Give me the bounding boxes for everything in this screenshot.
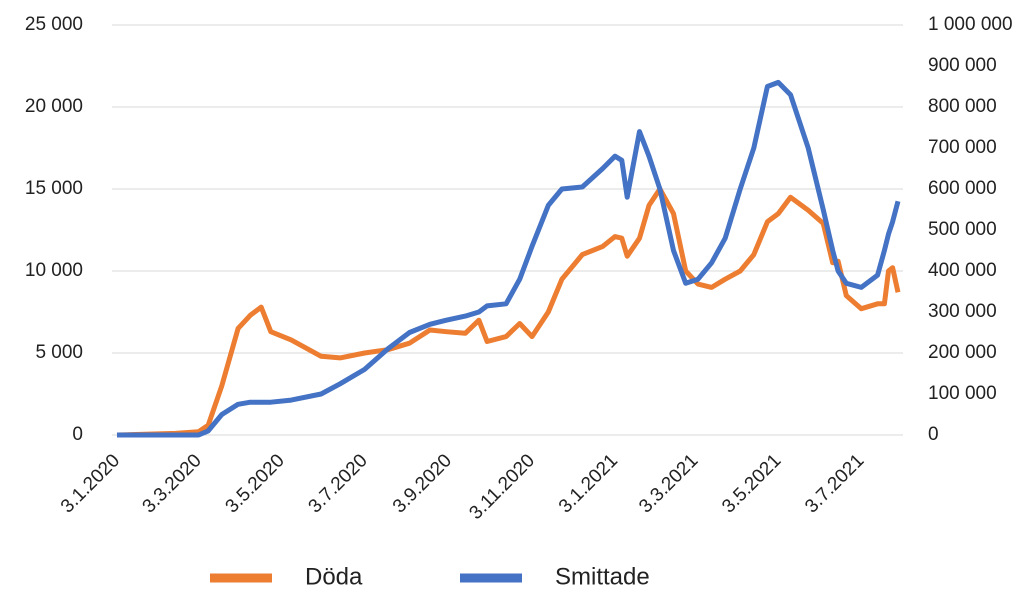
y2-tick-label: 300 000 <box>928 301 997 322</box>
y2-tick-label: 600 000 <box>928 178 997 199</box>
series-line <box>117 79 901 438</box>
y2-tick-label: 700 000 <box>928 137 997 158</box>
y2-tick-label: 400 000 <box>928 260 997 281</box>
series-line <box>116 186 901 438</box>
y2-tick-label: 100 000 <box>928 383 997 404</box>
x-tick-label: 3.9.2020 <box>389 450 456 517</box>
y2-tick-label: 800 000 <box>928 96 997 117</box>
x-tick-label: 3.3.2021 <box>635 450 702 517</box>
x-tick-label: 3.11.2020 <box>465 450 539 524</box>
x-tick-label: 3.1.2020 <box>57 450 124 517</box>
x-tick-label: 3.7.2021 <box>801 450 868 517</box>
y-tick-label: 5 000 <box>35 342 83 363</box>
x-tick-label: 3.7.2020 <box>305 450 372 517</box>
y2-tick-label: 0 <box>928 424 939 445</box>
y-tick-label: 10 000 <box>25 260 83 281</box>
x-tick-label: 3.1.2021 <box>555 450 622 517</box>
legend-label: Smittade <box>555 563 650 590</box>
x-tick-label: 3.3.2020 <box>139 450 206 517</box>
y2-tick-label: 200 000 <box>928 342 997 363</box>
y2-tick-label: 900 000 <box>928 55 997 76</box>
y-tick-label: 25 000 <box>25 14 83 35</box>
x-tick-label: 3.5.2020 <box>222 450 289 517</box>
y-tick-label: 15 000 <box>25 178 83 199</box>
x-tick-label: 3.5.2021 <box>718 450 785 517</box>
legend-label: Döda <box>305 563 363 590</box>
y2-tick-label: 1 000 000 <box>928 14 1013 35</box>
y2-tick-label: 500 000 <box>928 219 997 240</box>
y-tick-label: 0 <box>72 424 83 445</box>
y-tick-label: 20 000 <box>25 96 83 117</box>
